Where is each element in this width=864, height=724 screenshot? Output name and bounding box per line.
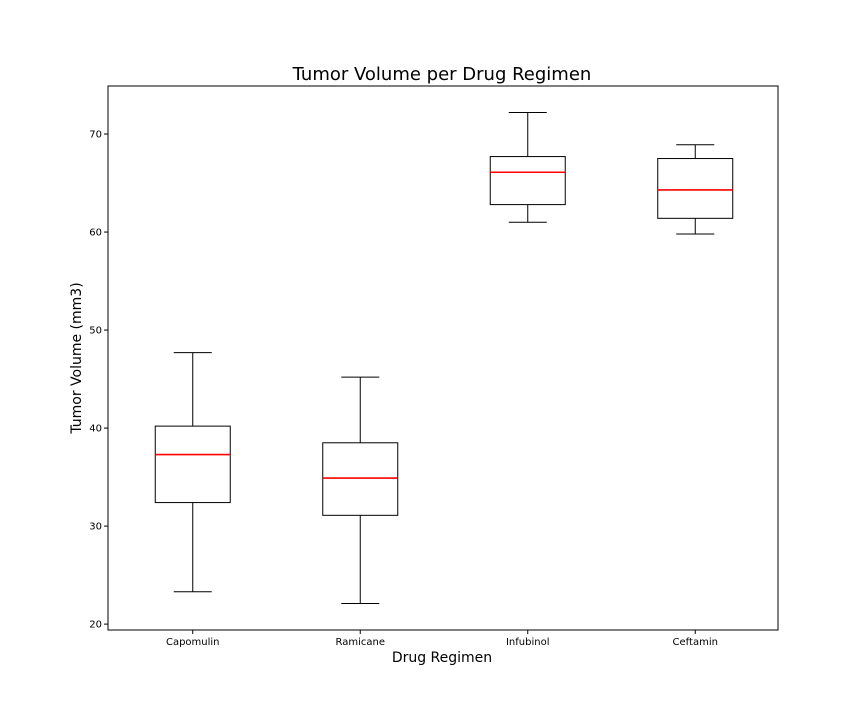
boxes-layer [154,111,734,605]
x-axis-label: Drug Regimen [392,650,492,666]
y-tick-label: 30 [89,522,102,533]
y-tick-label: 40 [89,424,102,435]
box-ramicane [322,376,399,605]
y-axis-label: Tumor Volume (mm3) [69,282,85,434]
x-tick-label: Infubinol [506,637,550,648]
y-tick-label: 60 [89,228,102,239]
iqr-box [154,425,231,504]
x-tick-label: Capomulin [166,637,220,648]
iqr-box [489,156,566,206]
x-axis: Capomulin Ramicane Infubinol Ceftamin [166,630,718,648]
x-tick-label: Ramicane [336,637,386,648]
box-ceftamin [657,144,734,235]
plot-frame [107,85,779,631]
y-tick-label: 50 [89,326,102,337]
y-tick-label: 20 [89,620,102,631]
iqr-box [657,158,734,219]
x-tick-label: Ceftamin [673,637,718,648]
y-tick-label: 70 [89,130,102,141]
box-capomulin [154,352,231,593]
y-axis: 20 30 40 50 60 70 [89,130,108,631]
iqr-box [322,442,399,516]
box-infubinol [489,111,566,223]
chart-title: Tumor Volume per Drug Regimen [292,64,592,85]
